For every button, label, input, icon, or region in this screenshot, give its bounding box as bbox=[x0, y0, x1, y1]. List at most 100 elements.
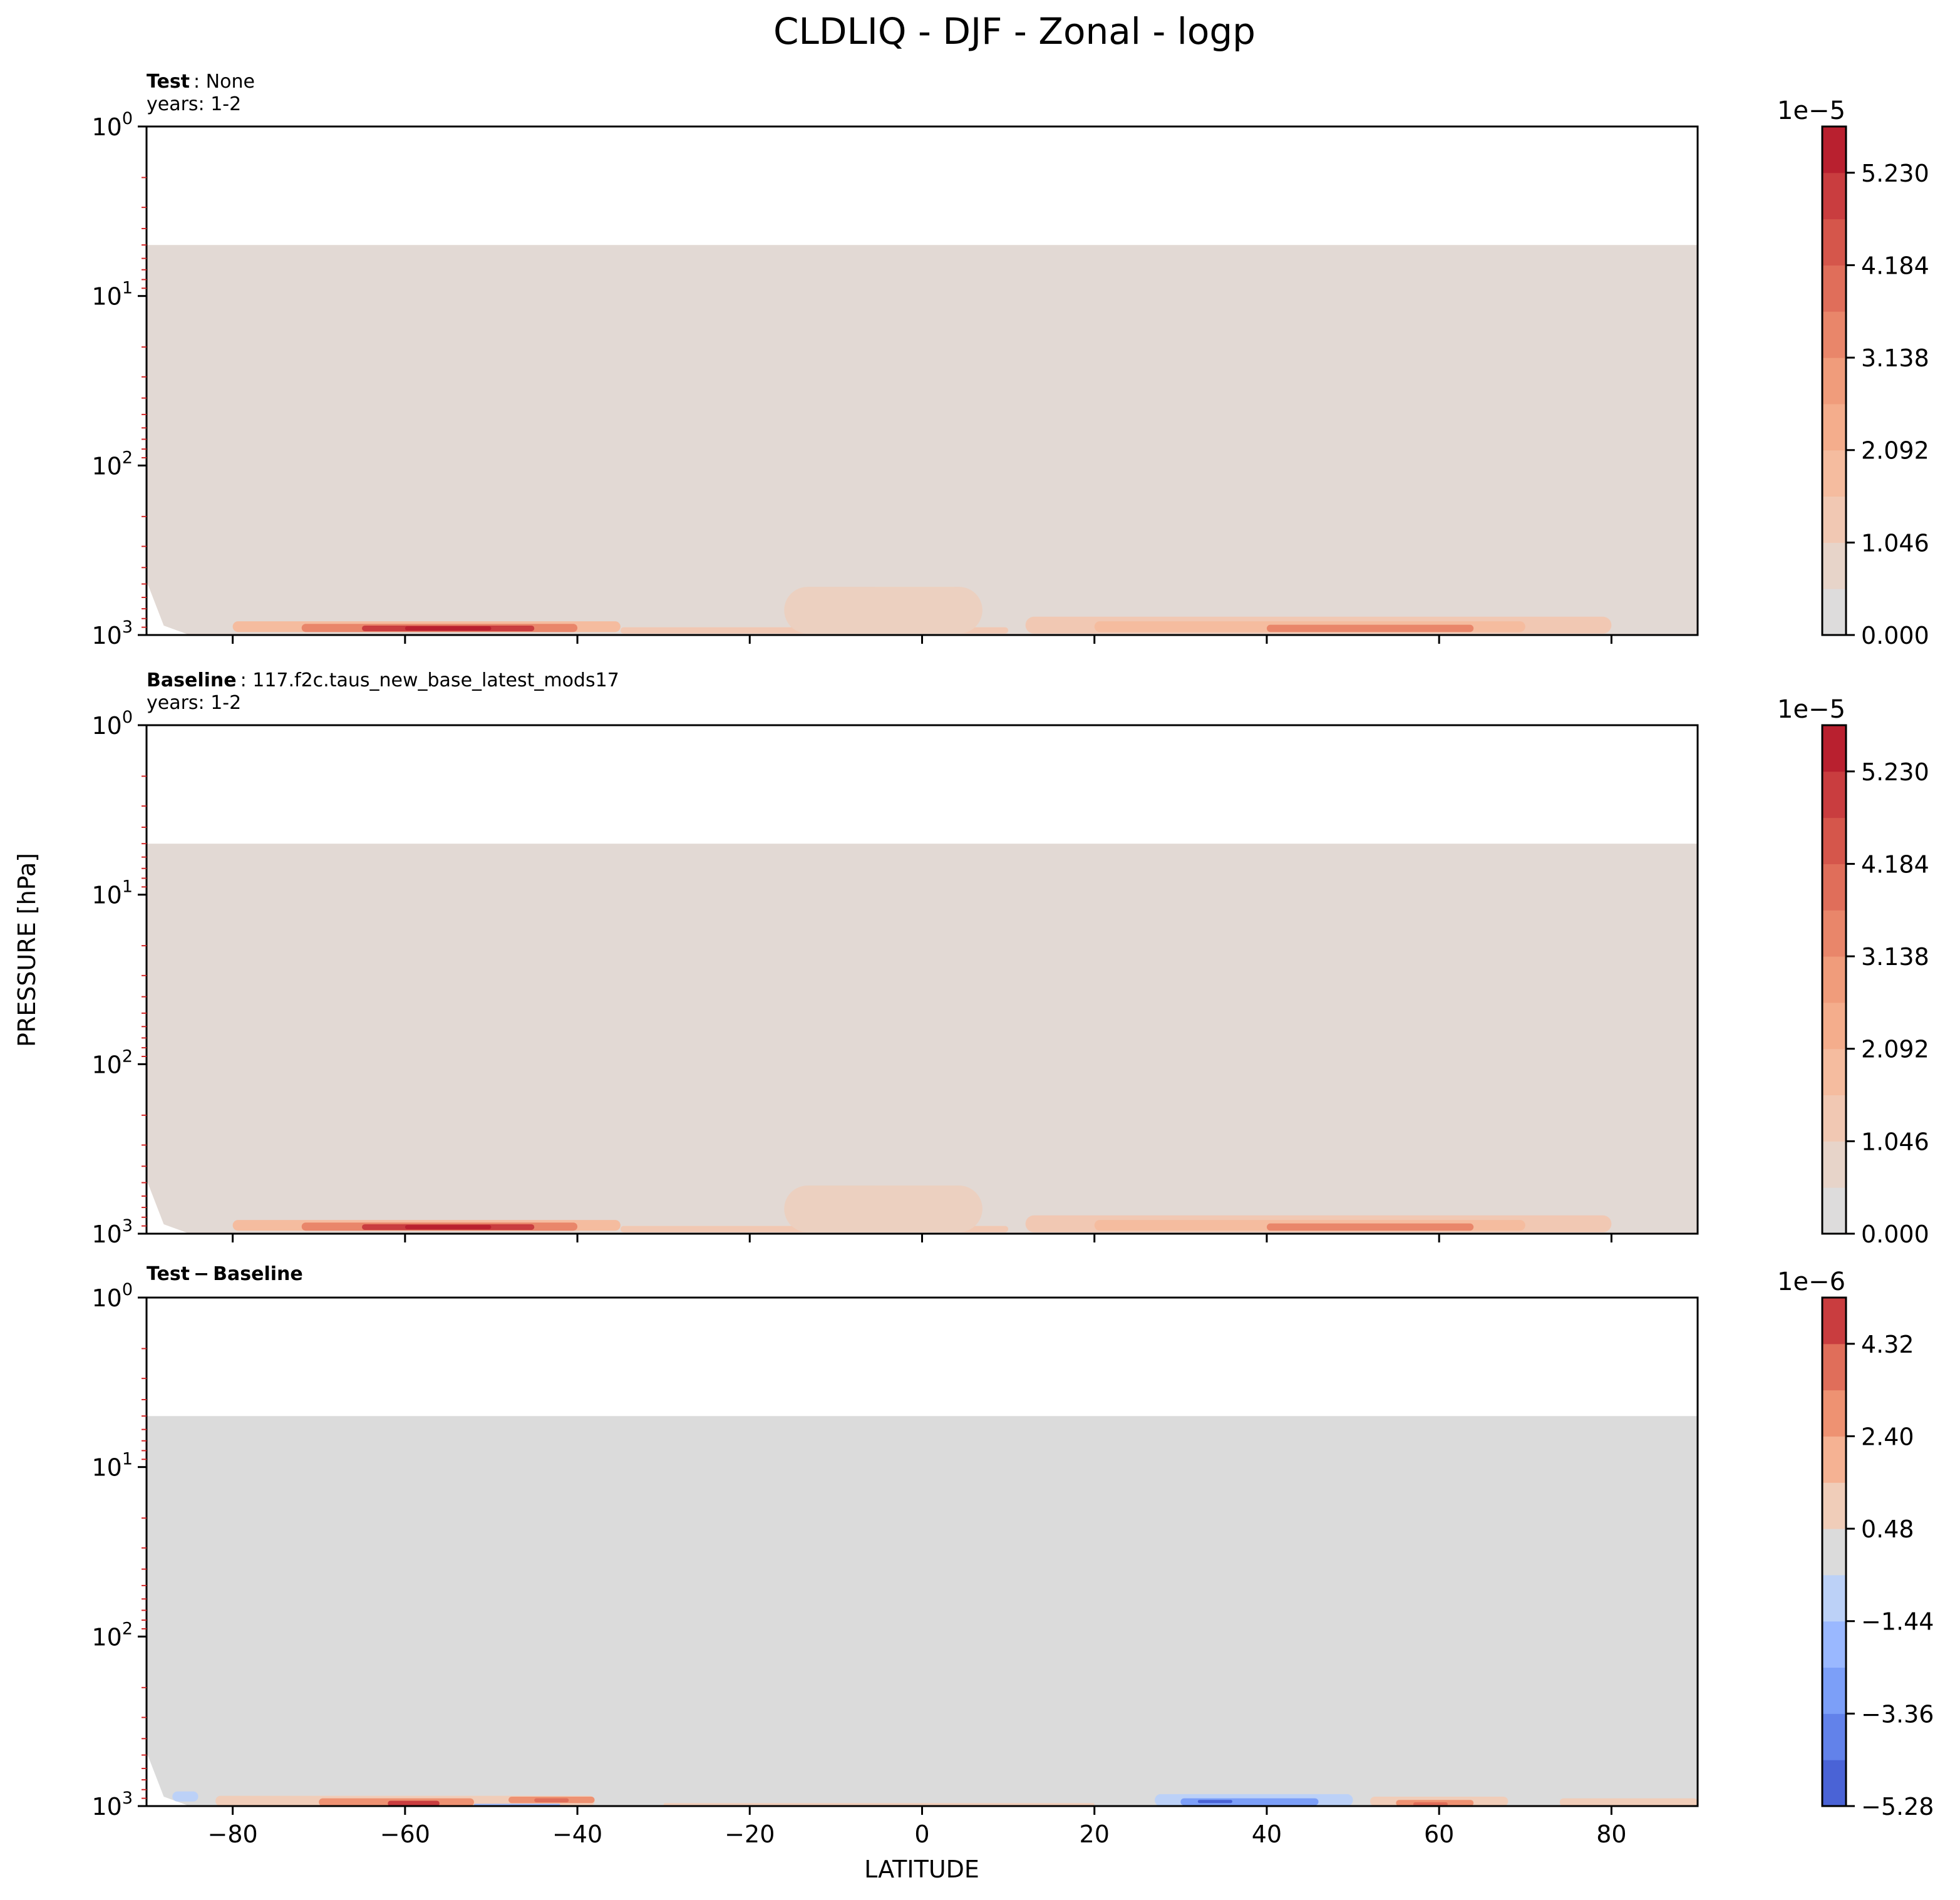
colorbar-tick-label: 2.092 bbox=[1861, 437, 1929, 465]
colorbar-level bbox=[1822, 172, 1846, 220]
y-tick-label: 102 bbox=[91, 448, 133, 480]
contour-nh-pos-core bbox=[1413, 1802, 1448, 1806]
contour-tropics-lift bbox=[784, 587, 983, 634]
colorbar-tick-label: −1.44 bbox=[1861, 1608, 1934, 1636]
colorbar-level bbox=[1822, 1436, 1846, 1483]
colorbar-level bbox=[1822, 358, 1846, 405]
contour-nh-band-core bbox=[1266, 624, 1474, 632]
colorbar-level bbox=[1822, 864, 1846, 911]
field-fill bbox=[147, 1416, 1698, 1806]
colorbar-level bbox=[1822, 1002, 1846, 1050]
field-fill bbox=[147, 844, 1698, 1234]
colorbar-tick-label: 4.184 bbox=[1861, 252, 1929, 279]
colorbar-level bbox=[1822, 956, 1846, 1003]
y-tick-label: 100 bbox=[91, 708, 133, 740]
colorbar-level bbox=[1822, 1621, 1846, 1668]
contour-nh-band-core bbox=[1266, 1223, 1474, 1231]
colorbar: −5.28 −3.36 −1.44 0.48 2.40 4.32 1e−6 bbox=[1777, 1268, 1934, 1820]
colorbar-tick-label: 3.138 bbox=[1861, 943, 1929, 971]
colorbar-level bbox=[1822, 771, 1846, 818]
y-tick-label: 103 bbox=[91, 1216, 133, 1248]
colorbar-level bbox=[1822, 126, 1846, 173]
colorbar-tick-label: 3.138 bbox=[1861, 344, 1929, 372]
colorbar-tick-label: 1.046 bbox=[1861, 1128, 1929, 1155]
colorbar-level bbox=[1822, 589, 1846, 636]
panel-subtitle: years: 1-2 bbox=[147, 93, 241, 115]
colorbar-frame bbox=[1821, 724, 1847, 1235]
field-fill bbox=[147, 245, 1698, 635]
colorbar-tick-label: −5.28 bbox=[1861, 1793, 1934, 1820]
colorbar-level bbox=[1822, 1141, 1846, 1188]
contour-sh-jet-peak bbox=[405, 1225, 492, 1229]
colorbar: 0.000 1.046 2.092 3.138 4.184 5.230 1e−5 bbox=[1777, 96, 1929, 649]
colorbar-level bbox=[1822, 219, 1846, 266]
colorbar-tick-label: 2.40 bbox=[1861, 1423, 1914, 1450]
x-tick-label: 0 bbox=[914, 1820, 929, 1848]
colorbar-level bbox=[1822, 1298, 1846, 1345]
colorbar-frame bbox=[1821, 1296, 1847, 1807]
colorbar-level bbox=[1822, 1760, 1846, 1807]
colorbar-level bbox=[1822, 403, 1846, 451]
x-tick-label: −20 bbox=[725, 1820, 775, 1848]
panel-title: Baseline: 117.f2c.taus_new_base_latest_m… bbox=[147, 669, 619, 691]
y-tick-label: 101 bbox=[91, 1450, 133, 1482]
contour-sh-neg-edge bbox=[172, 1791, 199, 1802]
x-tick-label: 40 bbox=[1252, 1820, 1282, 1848]
colorbar-tick-label: 5.230 bbox=[1861, 758, 1929, 786]
colorbar-level bbox=[1822, 265, 1846, 312]
x-tick-label: 60 bbox=[1424, 1820, 1454, 1848]
colorbar-tick-label: 1.046 bbox=[1861, 529, 1929, 557]
panel-baseline: 100 101 102 103 Baseline: 117.f2c.taus_new_b… bbox=[91, 669, 1929, 1248]
contour-sh-pos-core-b bbox=[534, 1798, 569, 1802]
panel-title: Test: None bbox=[147, 71, 255, 93]
colorbar-level bbox=[1822, 1713, 1846, 1760]
y-tick-label: 100 bbox=[91, 1280, 133, 1312]
colorbar-level bbox=[1822, 496, 1846, 543]
y-tick-label: 101 bbox=[91, 279, 133, 311]
colorbar-level bbox=[1822, 910, 1846, 957]
colorbar-level bbox=[1822, 1482, 1846, 1529]
colorbar-exponent: 1e−5 bbox=[1777, 96, 1845, 125]
y-tick-label: 103 bbox=[91, 1789, 133, 1820]
colorbar-level bbox=[1822, 1574, 1846, 1622]
x-axis-label: LATITUDE bbox=[864, 1856, 979, 1883]
colorbar-level bbox=[1822, 1390, 1846, 1437]
y-tick-label: 102 bbox=[91, 1046, 133, 1078]
x-tick-label: −60 bbox=[380, 1820, 430, 1848]
colorbar-level bbox=[1822, 817, 1846, 864]
colorbar-level bbox=[1822, 1343, 1846, 1391]
x-tick-label: 80 bbox=[1596, 1820, 1626, 1848]
colorbar-tick-label: 5.230 bbox=[1861, 160, 1929, 187]
colorbar-tick-label: 0.000 bbox=[1861, 1221, 1929, 1248]
contour-nh-neg-core bbox=[1197, 1800, 1232, 1804]
y-axis-label: PRESSURE [hPa] bbox=[13, 853, 41, 1047]
colorbar-tick-label: 4.32 bbox=[1861, 1331, 1914, 1358]
x-tick-label: 20 bbox=[1080, 1820, 1110, 1848]
colorbar-level bbox=[1822, 1095, 1846, 1142]
colorbar-level bbox=[1822, 450, 1846, 497]
panel-difference: −80 −60 −40 −20 0 20 40 60 80 100 101 102 103 Test − … bbox=[91, 1263, 1934, 1848]
contour-sh-pos-core bbox=[388, 1800, 440, 1806]
contour-arctic-pos bbox=[1559, 1798, 1698, 1806]
contour-sh-jet-peak bbox=[405, 626, 492, 631]
colorbar-tick-label: 0.000 bbox=[1861, 622, 1929, 649]
y-tick-label: 100 bbox=[91, 109, 133, 141]
y-tick-label: 101 bbox=[91, 877, 133, 909]
colorbar-level bbox=[1822, 1048, 1846, 1096]
colorbar-frame bbox=[1821, 125, 1847, 636]
colorbar-tick-label: 0.48 bbox=[1861, 1515, 1914, 1543]
y-tick-label: 103 bbox=[91, 617, 133, 649]
colorbar-exponent: 1e−5 bbox=[1777, 695, 1845, 724]
colorbar-level bbox=[1822, 1187, 1846, 1234]
figure-title: CLDLIQ - DJF - Zonal - logp bbox=[773, 10, 1256, 53]
colorbar-level bbox=[1822, 1529, 1846, 1576]
panel-subtitle: years: 1-2 bbox=[147, 692, 241, 714]
colorbar-tick-label: 4.184 bbox=[1861, 850, 1929, 878]
colorbar-exponent: 1e−6 bbox=[1777, 1268, 1845, 1296]
panel-title: Test − Baseline bbox=[147, 1263, 303, 1285]
contour-tropics-lift bbox=[784, 1185, 983, 1232]
y-tick-label: 102 bbox=[91, 1619, 133, 1651]
